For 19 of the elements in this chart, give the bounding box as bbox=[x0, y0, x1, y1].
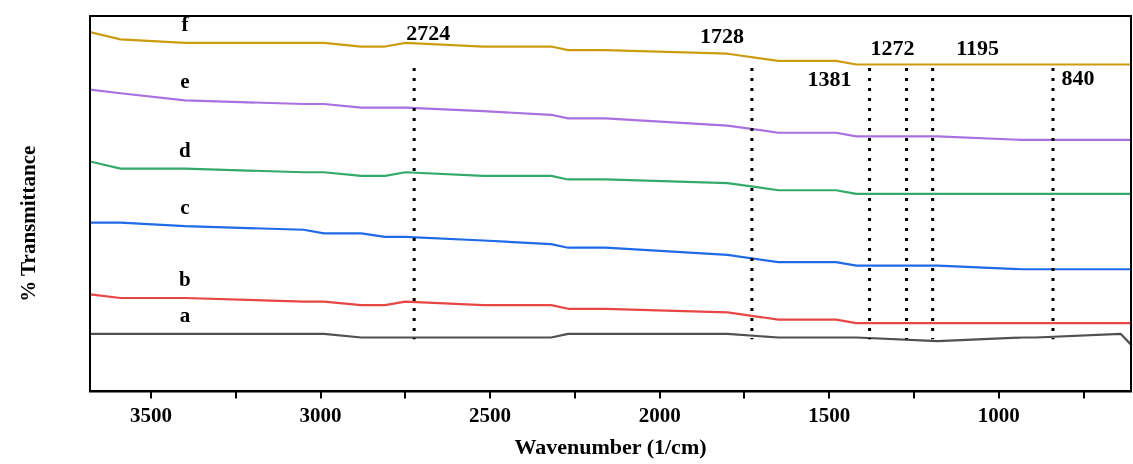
x-tick-label: 2000 bbox=[638, 403, 681, 428]
series-label: a bbox=[179, 302, 191, 327]
ref-line-label: 840 bbox=[1061, 65, 1095, 90]
x-tick-label: 1000 bbox=[977, 403, 1020, 428]
x-tick-label: 2500 bbox=[469, 403, 512, 428]
y-axis-title: % Transmittance bbox=[16, 145, 41, 302]
ref-line-label: 1195 bbox=[956, 35, 1000, 60]
ref-line-label: 2724 bbox=[406, 20, 451, 45]
x-axis-title: Wavenumber (1/cm) bbox=[514, 434, 707, 460]
series-label: d bbox=[179, 137, 192, 162]
ref-line-label: 1728 bbox=[699, 23, 744, 48]
series-label: e bbox=[180, 69, 190, 94]
x-tick-label: 3500 bbox=[130, 403, 173, 428]
series-label: c bbox=[180, 195, 190, 220]
ref-line-label: 1381 bbox=[807, 66, 852, 91]
ref-line-label: 1272 bbox=[870, 35, 915, 60]
series-label: b bbox=[179, 267, 191, 291]
x-tick-label: 1500 bbox=[808, 403, 851, 428]
x-tick-label: 3000 bbox=[299, 403, 342, 428]
